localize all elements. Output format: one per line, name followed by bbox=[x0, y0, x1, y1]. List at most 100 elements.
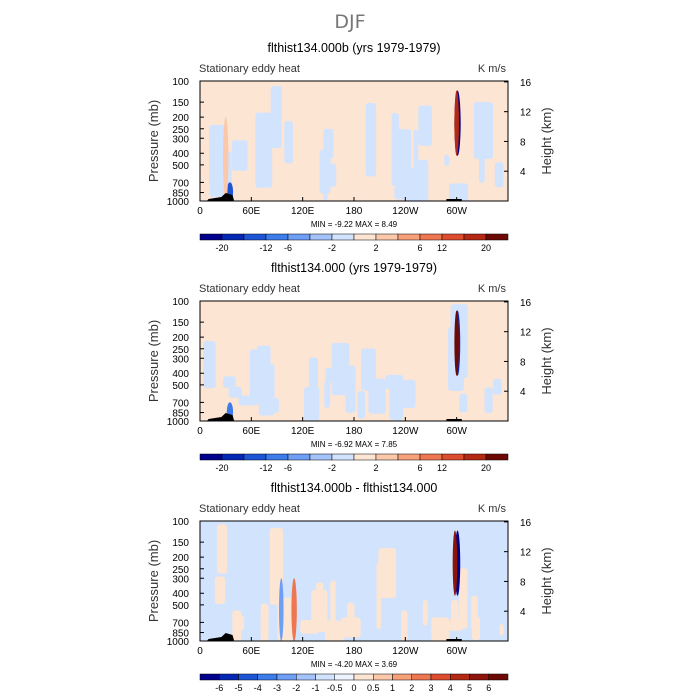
x-tick-label: 180 bbox=[346, 646, 363, 657]
colorbar-box bbox=[375, 453, 399, 461]
colorbar-box bbox=[441, 233, 465, 241]
shading-patch bbox=[231, 140, 248, 171]
shading-patch bbox=[444, 154, 450, 167]
y-tick-label: 300 bbox=[172, 574, 189, 585]
min-max-text: MIN = -9.22 MAX = 8.49 bbox=[311, 220, 398, 229]
colorbar-box bbox=[441, 453, 465, 461]
colorbar-label: -12 bbox=[259, 243, 272, 253]
y-tick-label: 200 bbox=[172, 333, 189, 344]
shading-patch bbox=[214, 576, 226, 604]
y-tick-label: 200 bbox=[172, 553, 189, 564]
shading-patch bbox=[459, 393, 468, 413]
y2-tick-label: 4 bbox=[520, 607, 526, 618]
y-tick-label: 1000 bbox=[167, 197, 190, 208]
colorbar-label: 20 bbox=[481, 243, 491, 253]
shading-patch bbox=[255, 112, 273, 188]
y2-axis-title: Height (km) bbox=[539, 547, 554, 614]
colorbar-label: 1 bbox=[390, 683, 395, 693]
topography bbox=[446, 639, 462, 641]
panel-title: flthist134.000 (yrs 1979-1979) bbox=[271, 261, 437, 275]
x-tick-label: 120W bbox=[392, 426, 419, 437]
shading-patch bbox=[365, 103, 377, 177]
colorbar-box bbox=[199, 453, 223, 461]
shading-patch bbox=[284, 121, 293, 164]
colorbar-label: -3 bbox=[273, 683, 281, 693]
colorbar-box bbox=[397, 233, 421, 241]
x-tick-label: 180 bbox=[346, 426, 363, 437]
shading-patch bbox=[273, 397, 279, 413]
feature-column bbox=[222, 117, 229, 201]
shading-patch bbox=[431, 617, 450, 641]
colorbar-label: 12 bbox=[437, 243, 447, 253]
shading-patch bbox=[308, 357, 319, 414]
feature-jet bbox=[454, 90, 459, 156]
colorbar-label: -2 bbox=[292, 683, 300, 693]
shading-patch bbox=[473, 101, 494, 159]
colorbar-label: 20 bbox=[481, 463, 491, 473]
colorbar-box bbox=[430, 673, 451, 681]
topography bbox=[206, 413, 235, 421]
colorbar-box bbox=[463, 453, 487, 461]
y-tick-label: 200 bbox=[172, 113, 189, 124]
colorbar-box bbox=[375, 233, 399, 241]
feature-column bbox=[278, 578, 284, 641]
colorbar-label: 6 bbox=[417, 463, 422, 473]
colorbar-box bbox=[463, 233, 487, 241]
y-tick-label: 700 bbox=[172, 398, 189, 409]
colorbar-label: -1 bbox=[311, 683, 319, 693]
colorbar-box bbox=[469, 673, 489, 681]
shading-patch bbox=[228, 386, 242, 398]
y-tick-label: 1000 bbox=[167, 417, 190, 428]
y-tick-label: 100 bbox=[172, 77, 189, 88]
y-tick-label: 400 bbox=[172, 589, 189, 600]
x-tick-label: 120E bbox=[291, 206, 315, 217]
x-tick-label: 60E bbox=[242, 426, 260, 437]
shading-patch bbox=[357, 390, 366, 419]
shading-patch bbox=[451, 599, 459, 624]
y-tick-label: 150 bbox=[172, 538, 189, 549]
y2-tick-label: 16 bbox=[520, 78, 532, 89]
shading-patch bbox=[484, 387, 493, 414]
contour-field bbox=[200, 521, 508, 641]
colorbar-box bbox=[199, 673, 220, 681]
y2-tick-label: 4 bbox=[520, 167, 526, 178]
y2-tick-label: 8 bbox=[520, 357, 526, 368]
shading-patch bbox=[401, 610, 408, 641]
y-tick-label: 150 bbox=[172, 318, 189, 329]
colorbar-box bbox=[309, 233, 333, 241]
topography bbox=[446, 199, 462, 201]
colorbar-label: 6 bbox=[486, 683, 491, 693]
x-tick-label: 60E bbox=[242, 206, 260, 217]
colorbar-box bbox=[397, 453, 421, 461]
colorbar-box bbox=[419, 233, 443, 241]
shading-patch bbox=[471, 616, 481, 641]
colorbar-box bbox=[221, 233, 245, 241]
colorbar-box bbox=[265, 233, 289, 241]
colorbar-box bbox=[199, 233, 223, 241]
colorbar-box bbox=[287, 453, 311, 461]
x-tick-label: 120W bbox=[392, 206, 419, 217]
topography bbox=[206, 193, 235, 201]
figure-title: DJF bbox=[334, 11, 365, 33]
shading-patch bbox=[331, 342, 350, 396]
shading-patch bbox=[414, 159, 429, 201]
colorbar-label: -0.5 bbox=[327, 683, 343, 693]
x-tick-label: 60W bbox=[446, 426, 467, 437]
contour-field bbox=[200, 81, 508, 201]
y-tick-label: 400 bbox=[172, 149, 189, 160]
x-tick-label: 120E bbox=[291, 426, 315, 437]
y-tick-label: 500 bbox=[172, 161, 189, 172]
shading-patch bbox=[389, 380, 404, 420]
colorbar-label: 2 bbox=[373, 463, 378, 473]
x-tick-label: 0 bbox=[197, 646, 203, 657]
colorbar-label: 6 bbox=[417, 243, 422, 253]
panel-title: flthist134.000b (yrs 1979-1979) bbox=[267, 41, 440, 55]
shading-patch bbox=[402, 167, 417, 201]
y2-tick-label: 12 bbox=[520, 108, 532, 119]
feature-column bbox=[291, 578, 297, 641]
field-label: Stationary eddy heat bbox=[199, 503, 300, 515]
feature-jet bbox=[452, 530, 458, 596]
colorbar-label: 2 bbox=[373, 243, 378, 253]
colorbar-box bbox=[373, 673, 393, 681]
colorbar-box bbox=[238, 673, 258, 681]
